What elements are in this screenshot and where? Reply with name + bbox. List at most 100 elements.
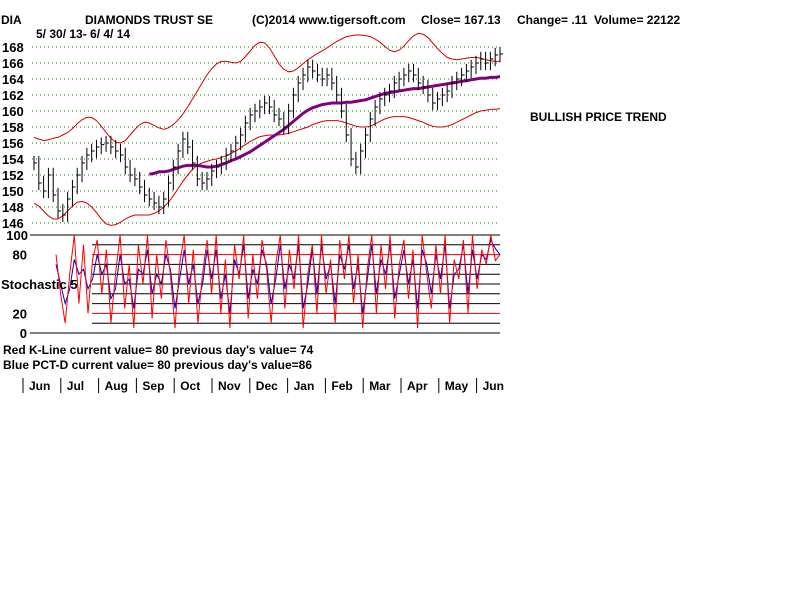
- price-bar: [465, 63, 470, 83]
- price-bar: [475, 55, 479, 75]
- price-bar: [273, 99, 278, 123]
- close-value: Close= 167.13: [421, 13, 501, 27]
- price-bar: [470, 59, 475, 79]
- price-bar: [259, 99, 263, 119]
- date-range: 5/ 30/ 13- 6/ 4/ 14: [36, 27, 131, 41]
- price-tick-label: 158: [2, 120, 24, 135]
- price-bar: [345, 103, 350, 143]
- price-bar: [158, 195, 162, 215]
- price-tick-label: 148: [2, 200, 24, 215]
- ticker-symbol: DIA: [1, 13, 22, 27]
- price-bar: [47, 167, 52, 199]
- price-bar: [211, 163, 215, 187]
- price-bar: [336, 75, 340, 103]
- price-bar: [172, 159, 177, 191]
- month-label: Mar: [369, 379, 391, 393]
- month-label: May: [445, 379, 469, 393]
- price-bar: [249, 107, 254, 131]
- price-bar: [230, 143, 234, 163]
- price-bar: [364, 127, 369, 159]
- price-bar: [288, 103, 292, 135]
- price-bar: [86, 147, 90, 171]
- price-bar: [326, 67, 331, 87]
- red-k-line-readout: Red K-Line current value= 80 previous da…: [3, 343, 314, 357]
- price-bar: [384, 87, 388, 107]
- month-label: Jun: [483, 379, 504, 393]
- price-bar: [403, 67, 407, 87]
- price-bar: [163, 191, 167, 215]
- price-bar: [134, 167, 138, 187]
- month-label: Apr: [407, 379, 428, 393]
- price-tick-label: 152: [2, 168, 24, 183]
- blue-pct-d-readout: Blue PCT-D current value= 80 previous da…: [3, 358, 312, 372]
- price-tick-label: 146: [2, 216, 24, 231]
- price-bar: [196, 155, 201, 187]
- price-bar: [52, 167, 57, 203]
- price-bar: [292, 87, 297, 119]
- price-bar: [307, 59, 311, 83]
- price-bar: [297, 75, 302, 103]
- stochastic-tick-label: 20: [13, 306, 27, 321]
- price-bar: [206, 171, 210, 191]
- price-bar: [369, 111, 374, 143]
- price-bar: [168, 175, 172, 207]
- price-bar: [485, 51, 489, 71]
- month-label: Nov: [218, 379, 241, 393]
- price-bar: [268, 95, 273, 115]
- price-bar: [81, 155, 86, 183]
- stochastic-tick-label: 80: [13, 248, 27, 263]
- month-label: Dec: [256, 379, 278, 393]
- price-tick-label: 166: [2, 56, 24, 71]
- price-bar: [254, 103, 258, 123]
- price-tick-label: 160: [2, 104, 24, 119]
- price-bar: [278, 107, 283, 127]
- price-bar: [201, 171, 206, 191]
- moving-average-line: [149, 75, 501, 176]
- price-tick-label: 154: [2, 152, 24, 167]
- price-bar: [389, 83, 393, 103]
- price-bar: [235, 135, 239, 159]
- price-bar: [417, 67, 422, 91]
- price-bar: [95, 139, 100, 159]
- price-bar: [302, 67, 307, 91]
- price-bar: [393, 75, 398, 99]
- price-bar: [355, 151, 359, 175]
- price-bar: [480, 51, 484, 71]
- price-bar: [499, 46, 503, 63]
- price-bar: [187, 131, 191, 155]
- price-bar: [91, 143, 95, 163]
- price-bar: [62, 203, 66, 223]
- month-label: Jan: [294, 379, 315, 393]
- security-name: DIAMONDS TRUST SE: [85, 13, 214, 27]
- price-bar: [115, 139, 119, 159]
- price-bar: [446, 83, 451, 103]
- price-bar: [340, 87, 345, 119]
- price-bar: [379, 91, 383, 115]
- price-bar: [413, 63, 417, 83]
- price-bar: [422, 75, 427, 95]
- price-bar: [33, 155, 37, 171]
- price-bar: [43, 175, 47, 199]
- price-bar: [105, 135, 110, 152]
- price-bar: [67, 191, 71, 223]
- price-bar: [350, 127, 355, 167]
- price-bar: [148, 187, 153, 207]
- price-tick-label: 162: [2, 88, 24, 103]
- price-bar: [331, 67, 335, 91]
- change-value: Change= .11: [517, 13, 588, 27]
- price-bar: [76, 167, 81, 195]
- price-tick-label: 150: [2, 184, 24, 199]
- price-bar: [408, 63, 412, 83]
- stochastic-tick-label: 100: [6, 228, 28, 243]
- price-bar: [437, 91, 441, 111]
- price-bar: [100, 137, 105, 155]
- price-bar: [216, 159, 220, 179]
- lower-band-line: [33, 108, 501, 226]
- volume-value: Volume= 22122: [594, 13, 681, 27]
- price-bar: [182, 131, 186, 159]
- price-bar: [192, 139, 196, 171]
- price-bar: [360, 143, 364, 175]
- price-bar: [110, 135, 114, 155]
- price-tick-label: 164: [2, 72, 24, 87]
- price-bar: [374, 99, 379, 127]
